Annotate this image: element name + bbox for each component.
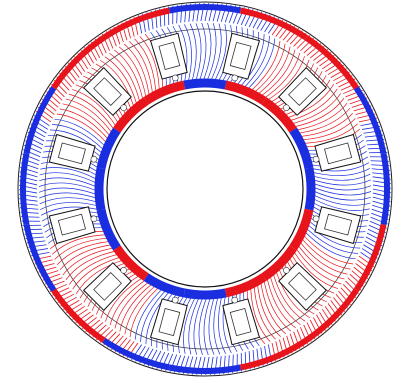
slot-opening (232, 297, 238, 303)
slot-opening (313, 156, 319, 162)
slot-opening (91, 216, 97, 222)
slot-opening (121, 267, 127, 273)
slot-opening (91, 156, 97, 162)
page: (() => { const data = JSON.parse(documen… (0, 0, 398, 379)
tooth-band (309, 168, 311, 209)
slot-opening (172, 75, 178, 81)
tooth-band (99, 168, 101, 209)
slot-opening (121, 105, 127, 111)
bore (107, 91, 303, 287)
flux-plot (0, 0, 398, 379)
slot-opening (313, 216, 319, 222)
slot-opening (283, 105, 289, 111)
slot-opening (283, 267, 289, 273)
slot-opening (172, 297, 178, 303)
slot-opening (232, 75, 238, 81)
tooth-band (184, 293, 225, 295)
tooth-band (184, 83, 225, 85)
